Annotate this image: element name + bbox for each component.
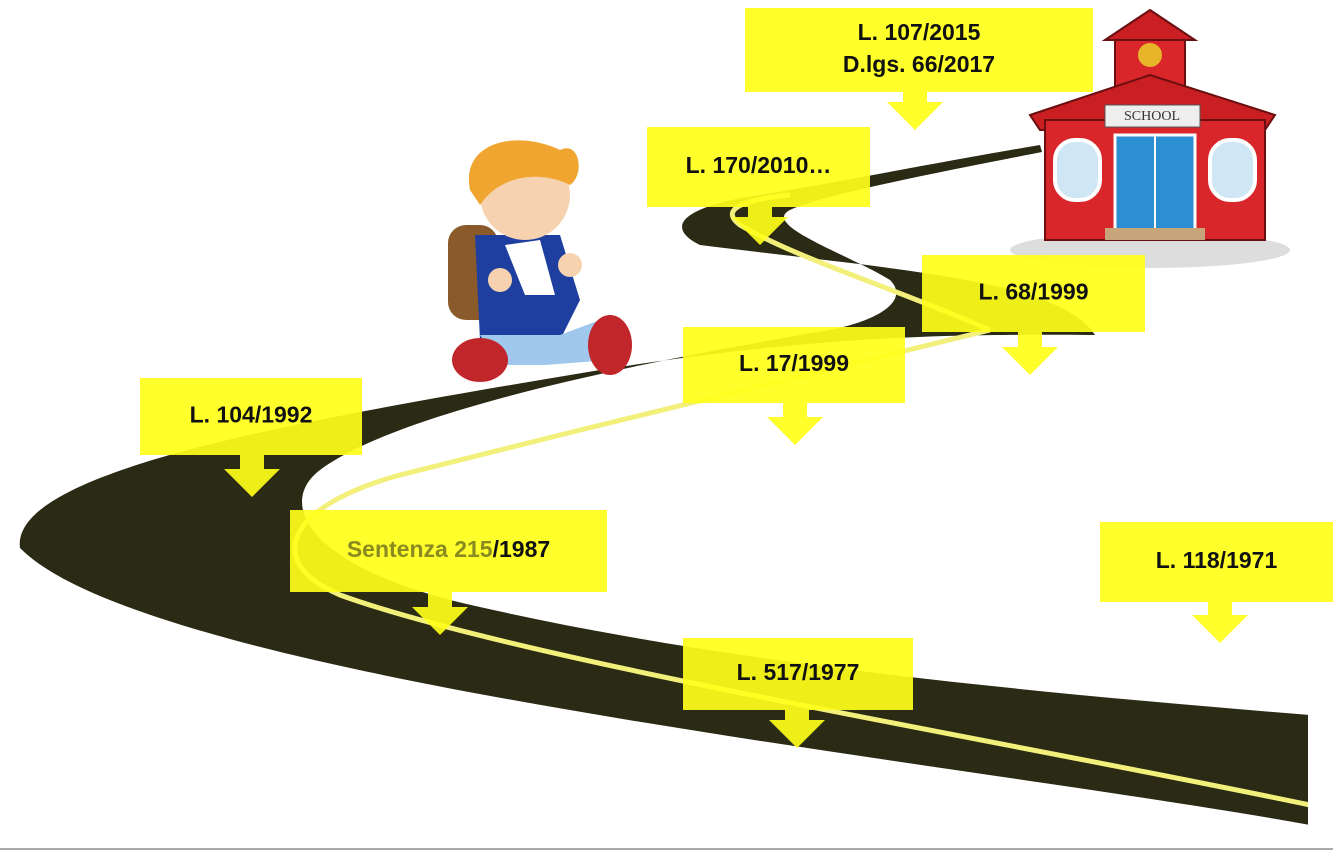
callout: L. 68/1999 bbox=[922, 255, 1145, 375]
boy bbox=[448, 140, 632, 382]
callout-text: L. 68/1999 bbox=[979, 279, 1089, 305]
callout-shape bbox=[647, 127, 870, 245]
scene: SCHOOL L. 107/2015 D.lgs. 66/2017 L. 170/2… bbox=[0, 0, 1333, 851]
callout-text: Sentenza 215/1987 bbox=[347, 536, 550, 562]
callout-text-part: /1987 bbox=[493, 536, 551, 562]
callout-text: L. 170/2010… bbox=[686, 152, 832, 178]
callout-text-part: Sentenza 215 bbox=[347, 536, 493, 562]
callout: L. 17/1999 bbox=[683, 327, 905, 445]
callout-shape bbox=[922, 255, 1145, 375]
callout-text: L. 107/2015 bbox=[858, 19, 981, 45]
callout: L. 118/1971 bbox=[1100, 522, 1333, 643]
callout-text: L. 118/1971 bbox=[1156, 547, 1278, 573]
callout-shape bbox=[683, 327, 905, 445]
page: SCHOOL L. 107/2015 D.lgs. 66/2017 L. 170/2… bbox=[0, 0, 1333, 851]
callout-text: L. 104/1992 bbox=[190, 402, 313, 428]
callout-text: L. 517/1977 bbox=[737, 659, 860, 685]
callout-text: D.lgs. 66/2017 bbox=[843, 51, 995, 77]
callout-shape bbox=[1100, 522, 1333, 643]
school-sign: SCHOOL bbox=[1124, 109, 1180, 124]
callout: L. 170/2010… bbox=[647, 127, 870, 245]
callout-text: L. 17/1999 bbox=[739, 350, 849, 376]
